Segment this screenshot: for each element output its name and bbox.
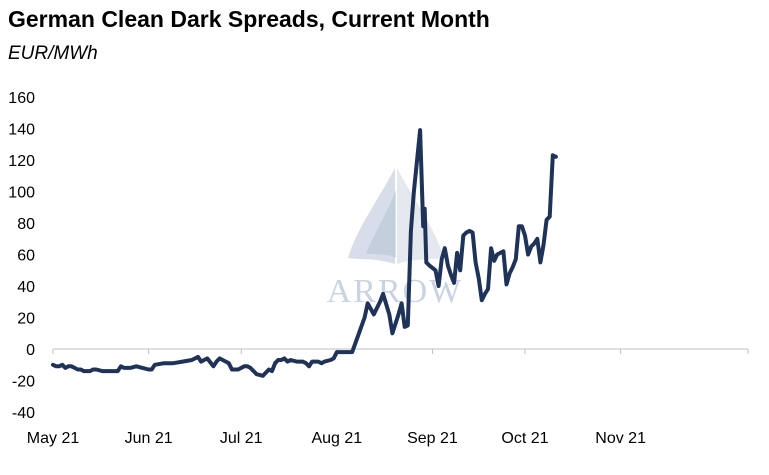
x-tick-label: Sep 21 [407,430,458,447]
x-tick-label: May 21 [27,430,80,447]
x-tick-label: Aug 21 [311,430,362,447]
x-tick-label: Jul 21 [220,430,263,447]
arrow-watermark-logo: ARROW [327,168,464,310]
chart-title: German Clean Dark Spreads, Current Month [8,6,490,32]
y-tick-label: 80 [17,216,35,233]
y-tick-label: 20 [17,311,35,328]
y-tick-label: 0 [26,342,35,359]
series-line [51,128,558,378]
y-tick-label: 160 [8,90,35,107]
y-tick-label: -20 [12,374,35,391]
y-tick-label: 100 [8,185,35,202]
y-tick-label: 40 [17,279,35,296]
watermark-text: ARROW [327,273,464,310]
y-tick-label: -40 [12,405,35,422]
watermark-sail-inner-icon [366,190,396,258]
chart-subtitle: EUR/MWh [8,43,98,64]
y-tick-label: 140 [8,122,35,139]
x-tick-label: Jun 21 [125,430,173,447]
y-axis: -40 -20 0 20 40 60 80 100 120 140 160 [8,90,35,422]
x-axis: May 21 Jun 21 Jul 21 Aug 21 Sep 21 Oct 21 Nov … [27,349,749,447]
y-tick-label: 120 [8,153,35,170]
x-tick-label: Nov 21 [595,430,646,447]
x-tick-label: Oct 21 [501,430,548,447]
y-tick-label: 60 [17,248,35,265]
